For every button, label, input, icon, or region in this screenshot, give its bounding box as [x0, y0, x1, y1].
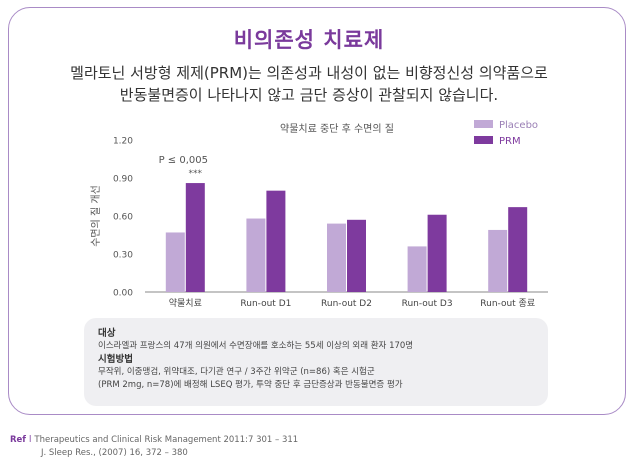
bar-prm — [508, 207, 528, 292]
x-tick-label: Run-out D2 — [321, 299, 372, 309]
study-info-box: 대상 이스라엘과 프랑스의 47개 의원에서 수면장애를 호소하는 55세 이상… — [84, 318, 548, 406]
bar-prm — [427, 214, 447, 292]
legend-label-prm: PRM — [499, 136, 521, 147]
bar-prm — [347, 219, 366, 292]
y-tick-label: 0.00 — [113, 289, 133, 299]
bar-chart: 약물치료 중단 후 수면의 질 0.00 0.30 0.60 0.90 1.20 수면의 질… — [90, 120, 548, 309]
info-method-text-1: 무작위, 이중맹검, 위약대조, 다기관 연구 / 3주간 위약군 (n=86)… — [98, 367, 375, 377]
info-heading-subjects: 대상 — [98, 328, 116, 339]
bar-placebo — [407, 246, 427, 292]
chart-title: 약물치료 중단 후 수면의 질 — [280, 123, 394, 135]
legend-swatch-prm — [474, 136, 493, 144]
description-line-2: 반동불면증이 나타나지 않고 금단 증상이 관찰되지 않습니다. — [119, 86, 499, 104]
x-tick-label: Run-out 종료 — [480, 298, 535, 309]
reference-line-1: Therapeutics and Clinical Risk Managemen… — [34, 435, 299, 445]
bar-prm — [266, 190, 286, 292]
y-axis-label: 수면의 질 개선 — [90, 185, 102, 247]
x-tick-label: Run-out D3 — [402, 299, 453, 309]
bar-placebo — [246, 218, 266, 292]
reference: Ref l Therapeutics and Clinical Risk Manag… — [10, 434, 298, 460]
legend-swatch-placebo — [474, 120, 493, 128]
description-line-1: 멜라토닌 서방형 제제(PRM)는 의존성과 내성이 없는 비향정신성 의약품으… — [70, 64, 548, 82]
bar-placebo — [165, 232, 185, 292]
reference-label: Ref — [10, 435, 27, 445]
legend-label-placebo: Placebo — [499, 120, 538, 131]
reference-separator: l — [29, 435, 32, 445]
x-tick-label: 약물치료 — [169, 297, 202, 309]
bar-prm — [185, 183, 205, 292]
p-value-annotation: P ≤ 0,005 — [159, 155, 208, 166]
reference-line-2: J. Sleep Res., (2007) 16, 372 – 380 — [41, 448, 188, 458]
y-tick-label: 0.30 — [113, 251, 133, 261]
y-tick-label: 0.90 — [113, 175, 133, 185]
bar-placebo — [327, 223, 346, 292]
page-title: 비의존성 치료제 — [233, 28, 385, 52]
y-tick-label: 1.20 — [113, 137, 133, 147]
significance-stars: *** — [189, 169, 203, 179]
x-tick-label: Run-out D1 — [240, 299, 291, 309]
info-heading-method: 시험방법 — [98, 354, 133, 365]
info-subjects-text: 이스라엘과 프랑스의 47개 의원에서 수면장애를 호소하는 55세 이상의 외… — [98, 341, 414, 351]
y-tick-label: 0.60 — [113, 213, 133, 223]
info-method-text-2: (PRM 2mg, n=78)에 배정해 LSEQ 평가, 투약 중단 후 금단… — [98, 380, 403, 390]
bar-placebo — [488, 229, 508, 292]
